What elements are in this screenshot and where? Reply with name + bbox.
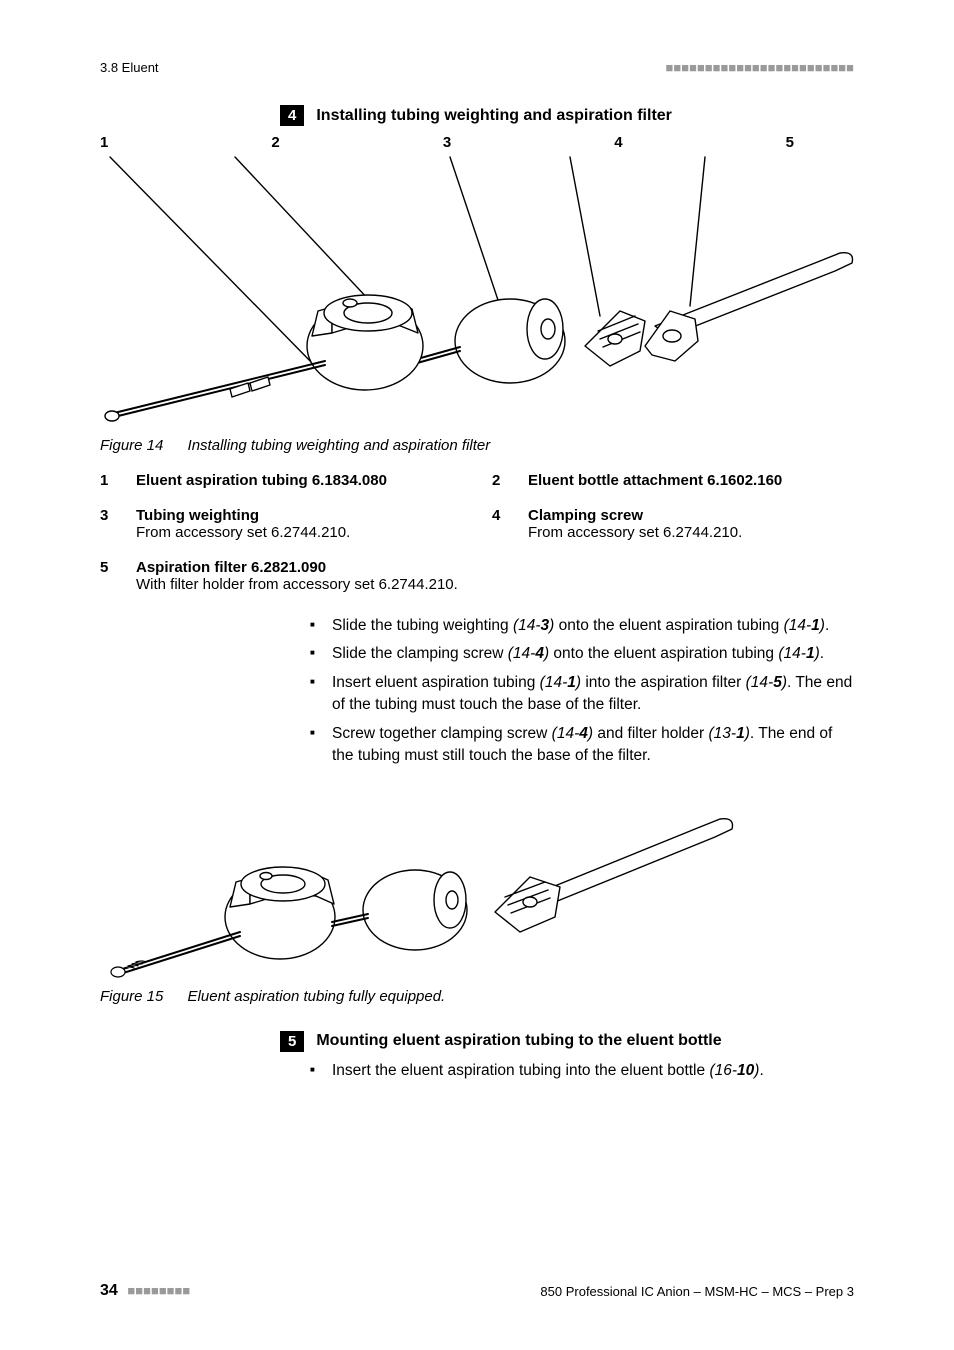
t: (14- (778, 645, 806, 662)
step-4-badge: 4 (280, 105, 304, 126)
t: (14- (746, 674, 774, 691)
step-5-title: Mounting eluent aspiration tubing to the… (316, 1032, 721, 1050)
figure-14-caption: Figure 14 Installing tubing weighting an… (100, 437, 854, 454)
t: (14- (540, 674, 568, 691)
legend-num: 1 (100, 472, 118, 489)
t: (14- (508, 645, 536, 662)
figure-14-label: Figure 14 (100, 437, 163, 454)
figure-14-legend: 1 Eluent aspiration tubing 6.1834.080 2 … (100, 472, 854, 593)
legend-num: 3 (100, 507, 118, 541)
step-5-bullets: Insert the eluent aspiration tubing into… (310, 1060, 854, 1082)
legend-head: Eluent bottle attachment 6.1602.160 (528, 472, 782, 489)
step-4-title: Installing tubing weighting and aspirati… (316, 107, 672, 125)
bullet: Screw together clamping screw (14-4) and… (310, 723, 854, 768)
t: . (759, 1062, 763, 1079)
t: Screw together clamping screw (332, 725, 552, 742)
figure-15-label: Figure 15 (100, 988, 163, 1005)
t: 1 (811, 617, 820, 634)
t: 4 (535, 645, 544, 662)
callout-3: 3 (443, 134, 451, 151)
legend-head: Clamping screw (528, 507, 742, 524)
figure-15-diagram (100, 782, 854, 982)
legend-item-3: 3 Tubing weighting From accessory set 6.… (100, 507, 462, 541)
t: 5 (773, 674, 782, 691)
legend-head: Eluent aspiration tubing 6.1834.080 (136, 472, 387, 489)
bullet: Slide the clamping screw (14-4) onto the… (310, 643, 854, 665)
t: (14- (784, 617, 812, 634)
legend-num: 4 (492, 507, 510, 541)
footer-dashes: ■■■■■■■■ (127, 1283, 190, 1298)
legend-item-4: 4 Clamping screw From accessory set 6.27… (492, 507, 854, 541)
bullet: Slide the tubing weighting (14-3) onto t… (310, 615, 854, 637)
callout-5: 5 (786, 134, 794, 151)
callout-2: 2 (271, 134, 279, 151)
bullet: Insert the eluent aspiration tubing into… (310, 1060, 854, 1082)
section-label: 3.8 Eluent (100, 60, 159, 75)
running-head: 3.8 Eluent ■■■■■■■■■■■■■■■■■■■■■■■■ (100, 60, 854, 75)
figure-14-text: Installing tubing weighting and aspirati… (188, 437, 491, 454)
legend-head: Tubing weighting (136, 507, 350, 524)
t: Slide the clamping screw (332, 645, 508, 662)
step-5-heading: 5 Mounting eluent aspiration tubing to t… (280, 1031, 854, 1052)
t: (14- (552, 725, 580, 742)
figure-15-caption: Figure 15 Eluent aspiration tubing fully… (100, 988, 854, 1005)
step-5-badge: 5 (280, 1031, 304, 1052)
legend-item-5: 5 Aspiration filter 6.2821.090 With filt… (100, 559, 462, 593)
t: 1 (567, 674, 576, 691)
t: onto the eluent aspiration tubing (554, 617, 783, 634)
figure-14-diagram (100, 151, 854, 431)
t: 1 (736, 725, 745, 742)
step-4-heading: 4 Installing tubing weighting and aspira… (280, 105, 854, 126)
page-footer: 34 ■■■■■■■■ 850 Professional IC Anion – … (100, 1282, 854, 1300)
t: Slide the tubing weighting (332, 617, 513, 634)
t: 1 (806, 645, 815, 662)
legend-sub: From accessory set 6.2744.210. (528, 524, 742, 541)
t: (13- (709, 725, 737, 742)
footer-doc-title: 850 Professional IC Anion – MSM-HC – MCS… (540, 1284, 854, 1299)
legend-head: Aspiration filter 6.2821.090 (136, 559, 458, 576)
t: . (820, 645, 824, 662)
t: Insert the eluent aspiration tubing into… (332, 1062, 709, 1079)
legend-sub: With filter holder from accessory set 6.… (136, 576, 458, 593)
t: onto the eluent aspiration tubing (549, 645, 778, 662)
t: 4 (579, 725, 588, 742)
t: 3 (541, 617, 550, 634)
header-dashes: ■■■■■■■■■■■■■■■■■■■■■■■■ (666, 60, 854, 75)
page-number: 34 (100, 1282, 118, 1299)
step-4-bullets: Slide the tubing weighting (14-3) onto t… (310, 615, 854, 768)
callout-1: 1 (100, 134, 108, 151)
legend-num: 5 (100, 559, 118, 593)
callout-4: 4 (614, 134, 622, 151)
t: (14- (513, 617, 541, 634)
legend-num: 2 (492, 472, 510, 489)
t: and filter holder (593, 725, 708, 742)
figure-14-callouts: 1 2 3 4 5 (100, 134, 854, 151)
legend-item-2: 2 Eluent bottle attachment 6.1602.160 (492, 472, 854, 489)
t: (16- (709, 1062, 737, 1079)
t: 10 (737, 1062, 754, 1079)
t: into the aspiration filter (581, 674, 746, 691)
figure-15-text: Eluent aspiration tubing fully equipped. (188, 988, 446, 1005)
legend-item-1: 1 Eluent aspiration tubing 6.1834.080 (100, 472, 462, 489)
t: Insert eluent aspiration tubing (332, 674, 540, 691)
bullet: Insert eluent aspiration tubing (14-1) i… (310, 672, 854, 717)
legend-sub: From accessory set 6.2744.210. (136, 524, 350, 541)
t: . (825, 617, 829, 634)
